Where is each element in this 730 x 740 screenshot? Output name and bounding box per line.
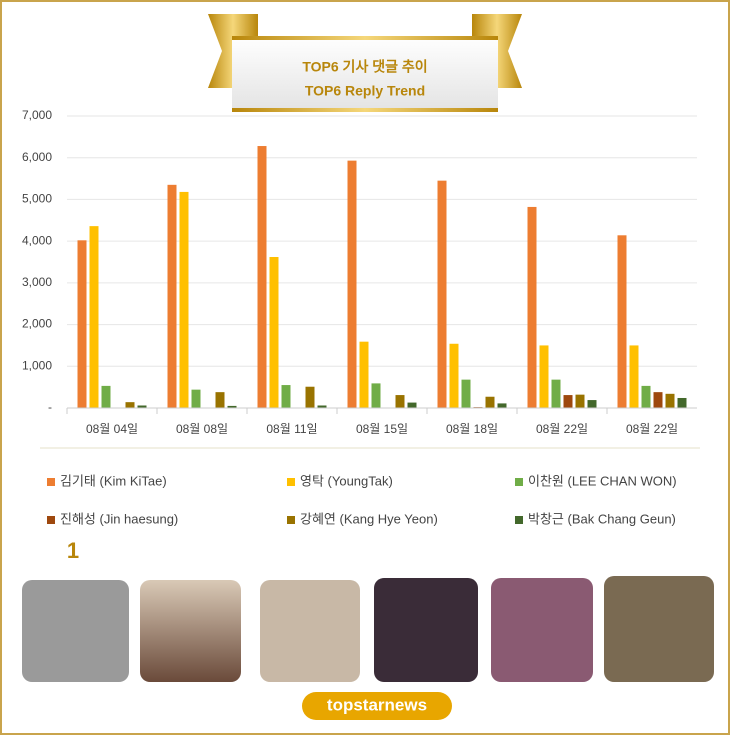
bar [587, 400, 597, 408]
legend-label: 김기태 (Kim KiTae) [60, 473, 167, 488]
legend-swatch [287, 516, 295, 524]
legend-label: 이찬원 (LEE CHAN WON) [528, 473, 677, 488]
bar [629, 345, 639, 408]
rank-badge: 1 [67, 538, 79, 563]
bar [101, 385, 111, 408]
bar [641, 385, 651, 408]
title-banner [208, 14, 522, 112]
bar [215, 392, 225, 408]
chart-title: TOP6 기사 댓글 추이 [302, 59, 427, 75]
bar [395, 395, 405, 408]
x-tick-label: 08월 22일 [626, 422, 678, 436]
chart-subtitle: TOP6 Reply Trend [305, 83, 425, 99]
bar [257, 146, 267, 408]
bar [407, 402, 417, 408]
bar [89, 226, 99, 408]
logo-pill [302, 692, 452, 720]
bar [551, 379, 561, 408]
legend-label: 영탁 (YoungTak) [300, 473, 393, 488]
bar [191, 389, 201, 408]
legend-label: 진해성 (Jin haesung) [60, 511, 178, 526]
y-tick-label: 6,000 [22, 150, 52, 164]
logo: topstarnews [327, 695, 427, 714]
bar [269, 256, 279, 408]
y-tick-label: 7,000 [22, 108, 52, 122]
bar [563, 395, 573, 408]
x-tick-label: 08월 04일 [86, 422, 138, 436]
bar [677, 397, 687, 408]
bar [485, 396, 495, 408]
x-tick-label: 08월 22일 [536, 422, 588, 436]
bar [137, 405, 147, 408]
bar [167, 184, 177, 408]
bar [317, 405, 327, 408]
bar [617, 235, 627, 408]
bar [449, 343, 459, 408]
bar [497, 403, 507, 408]
bar [461, 379, 471, 408]
legend-swatch [47, 478, 55, 486]
bar [539, 345, 549, 408]
y-tick-label: 4,000 [22, 233, 52, 247]
legend-swatch [515, 516, 523, 524]
bar [125, 402, 135, 408]
legend-swatch [287, 478, 295, 486]
legend-label: 박창근 (Bak Chang Geun) [528, 511, 676, 526]
legend-swatch [515, 478, 523, 486]
bar [653, 392, 663, 408]
bar [305, 386, 315, 408]
bar [359, 341, 369, 408]
y-tick-label: 2,000 [22, 317, 52, 331]
legend-swatch [47, 516, 55, 524]
bar [227, 405, 237, 408]
bar [77, 240, 87, 408]
y-tick-label: 5,000 [22, 192, 52, 206]
photos [22, 576, 714, 682]
bar [437, 180, 447, 408]
bar [281, 385, 291, 408]
x-tick-label: 08월 11일 [266, 422, 317, 436]
x-tick-label: 08월 18일 [446, 422, 498, 436]
bar [179, 191, 189, 408]
bar [347, 160, 357, 408]
x-tick-label: 08월 08일 [176, 422, 228, 436]
y-tick-label: 3,000 [22, 275, 52, 289]
y-tick-label: 1,000 [22, 358, 52, 372]
bar [665, 393, 675, 408]
y-tick-label: - [48, 400, 52, 414]
legend-label: 강혜연 (Kang Hye Yeon) [300, 511, 438, 526]
bar [371, 383, 381, 408]
bar [575, 394, 585, 408]
x-tick-label: 08월 15일 [356, 422, 408, 436]
bar [527, 206, 537, 408]
